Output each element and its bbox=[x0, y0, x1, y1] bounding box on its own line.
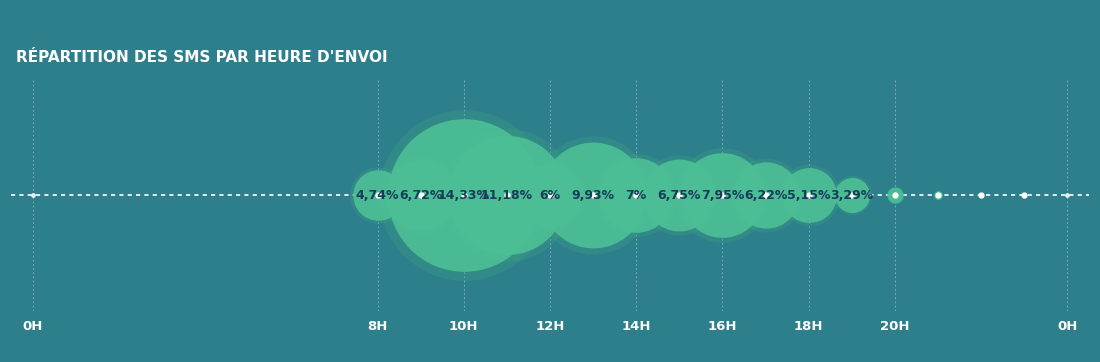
Point bbox=[843, 193, 860, 198]
Point bbox=[972, 193, 990, 198]
Point bbox=[757, 193, 774, 198]
Point bbox=[411, 193, 429, 198]
Point bbox=[584, 193, 602, 198]
Text: 6,72%: 6,72% bbox=[399, 189, 442, 202]
Point bbox=[671, 193, 689, 198]
Point bbox=[627, 193, 645, 198]
Text: 3,29%: 3,29% bbox=[830, 189, 873, 202]
Point bbox=[455, 193, 473, 198]
Text: 4,74%: 4,74% bbox=[355, 189, 399, 202]
Point bbox=[930, 193, 947, 198]
Point bbox=[1015, 193, 1033, 198]
Point bbox=[800, 193, 817, 198]
Text: RÉPARTITION DES SMS PAR HEURE D'ENVOI: RÉPARTITION DES SMS PAR HEURE D'ENVOI bbox=[16, 50, 388, 64]
Text: 5,15%: 5,15% bbox=[786, 189, 830, 202]
Point bbox=[498, 193, 516, 198]
Point bbox=[627, 193, 645, 198]
Point bbox=[887, 193, 904, 198]
Point bbox=[541, 193, 559, 198]
Point bbox=[714, 193, 732, 198]
Point bbox=[455, 193, 473, 198]
Point bbox=[671, 193, 689, 198]
Point bbox=[1015, 193, 1033, 198]
Text: 6,22%: 6,22% bbox=[744, 189, 788, 202]
Text: 9,93%: 9,93% bbox=[572, 189, 615, 202]
Point bbox=[541, 193, 559, 198]
Text: 11,18%: 11,18% bbox=[481, 189, 532, 202]
Point bbox=[411, 193, 429, 198]
Text: 7,95%: 7,95% bbox=[701, 189, 745, 202]
Point bbox=[368, 193, 386, 198]
Point bbox=[972, 193, 990, 198]
Point bbox=[930, 193, 947, 198]
Text: 14,33%: 14,33% bbox=[438, 189, 490, 202]
Point bbox=[887, 193, 904, 198]
Text: 6%: 6% bbox=[539, 189, 561, 202]
Point bbox=[584, 193, 602, 198]
Point bbox=[757, 193, 774, 198]
Point bbox=[498, 193, 516, 198]
Point bbox=[368, 193, 386, 198]
Text: 6,75%: 6,75% bbox=[658, 189, 701, 202]
Text: 7%: 7% bbox=[626, 189, 647, 202]
Point bbox=[843, 193, 860, 198]
Point bbox=[714, 193, 732, 198]
Point bbox=[800, 193, 817, 198]
